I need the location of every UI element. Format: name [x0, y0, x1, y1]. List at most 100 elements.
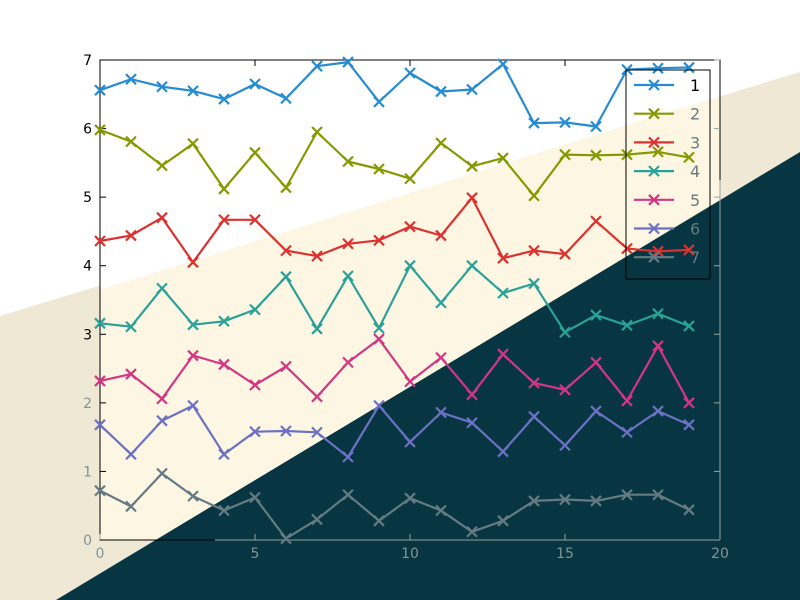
data-point: [683, 61, 695, 74]
data-point: [497, 445, 509, 458]
data-point: [280, 181, 292, 194]
marker-stroke: [466, 416, 478, 429]
marker-stroke: [342, 155, 354, 168]
legend-marker: [648, 79, 660, 91]
marker-stroke: [652, 340, 664, 352]
data-point: [311, 513, 323, 526]
marker-stroke: [652, 146, 664, 158]
data-point: [683, 419, 695, 431]
marker-stroke: [218, 315, 230, 328]
marker-stroke: [94, 375, 106, 387]
data-point: [373, 163, 385, 175]
series-6: [94, 399, 695, 463]
data-point: [435, 229, 447, 242]
marker-stroke: [404, 375, 416, 388]
series-line: [99, 128, 690, 197]
data-point: [621, 488, 633, 501]
data-point: [249, 491, 261, 504]
data-point: [683, 504, 695, 516]
marker-stroke: [466, 525, 478, 538]
marker-stroke: [94, 484, 106, 497]
marker-stroke: [652, 62, 664, 75]
marker-stroke: [497, 515, 509, 527]
marker-stroke: [435, 406, 447, 419]
marker-stroke: [187, 349, 199, 362]
data-point: [218, 358, 230, 371]
marker-stroke: [125, 448, 137, 461]
data-point: [311, 426, 323, 439]
data-point: [559, 116, 571, 129]
marker-stroke: [590, 215, 602, 227]
marker-stroke: [559, 493, 571, 506]
data-point: [94, 124, 106, 136]
data-point: [528, 495, 540, 507]
data-point: [621, 148, 633, 161]
data-point: [466, 525, 478, 538]
marker-stroke: [156, 282, 168, 295]
marker-stroke: [683, 151, 695, 164]
data-point: [590, 309, 602, 321]
data-point: [652, 405, 664, 417]
marker-stroke: [125, 73, 137, 85]
marker-stroke: [497, 287, 509, 299]
y-tick-label: 3: [83, 327, 92, 343]
data-point: [373, 333, 385, 345]
marker-stroke: [311, 126, 323, 138]
data-point: [373, 234, 385, 247]
legend-item: 2: [634, 105, 700, 124]
data-point: [94, 419, 106, 431]
marker-stroke: [497, 445, 509, 458]
marker-stroke: [590, 356, 602, 369]
legend-label: 1: [690, 76, 700, 95]
marker-stroke: [404, 172, 416, 185]
series-line: [99, 404, 690, 459]
marker-stroke: [249, 303, 261, 316]
data-point: [311, 390, 323, 403]
data-point: [218, 213, 230, 226]
marker-stroke: [559, 148, 571, 161]
series-line: [99, 472, 690, 540]
data-point: [249, 78, 261, 90]
data-point: [249, 303, 261, 316]
y-tick-label: 0: [83, 533, 92, 549]
marker-stroke: [528, 377, 540, 389]
marker-stroke: [652, 405, 664, 417]
data-point: [497, 348, 509, 360]
marker-stroke: [559, 116, 571, 129]
data-point: [342, 270, 354, 282]
marker-stroke: [342, 237, 354, 250]
data-point: [528, 377, 540, 389]
marker-stroke: [404, 259, 416, 272]
legend-item: 4: [634, 162, 700, 181]
data-point: [528, 117, 540, 129]
data-point: [311, 60, 323, 72]
data-point: [497, 515, 509, 527]
data-point: [559, 248, 571, 260]
data-point: [125, 368, 137, 380]
marker-stroke: [280, 181, 292, 194]
marker-stroke: [342, 488, 354, 501]
data-point: [528, 189, 540, 202]
marker-stroke: [435, 85, 447, 98]
data-point: [156, 414, 168, 427]
marker-stroke: [373, 234, 385, 247]
marker-stroke: [156, 159, 168, 172]
x-tick-label: 15: [556, 546, 574, 562]
marker-stroke: [311, 323, 323, 335]
marker-stroke: [466, 192, 478, 204]
legend-marker: [648, 251, 660, 263]
marker-stroke: [187, 399, 199, 412]
marker-stroke: [652, 307, 664, 320]
marker-stroke: [187, 85, 199, 97]
series-4: [94, 259, 695, 339]
legend-label: 3: [690, 133, 700, 152]
data-point: [218, 315, 230, 328]
data-point: [435, 296, 447, 309]
marker-stroke: [621, 395, 633, 407]
data-point: [404, 375, 416, 388]
data-point: [497, 152, 509, 164]
data-point: [528, 277, 540, 290]
data-point: [652, 488, 664, 501]
data-point: [528, 244, 540, 257]
marker-stroke: [311, 60, 323, 72]
